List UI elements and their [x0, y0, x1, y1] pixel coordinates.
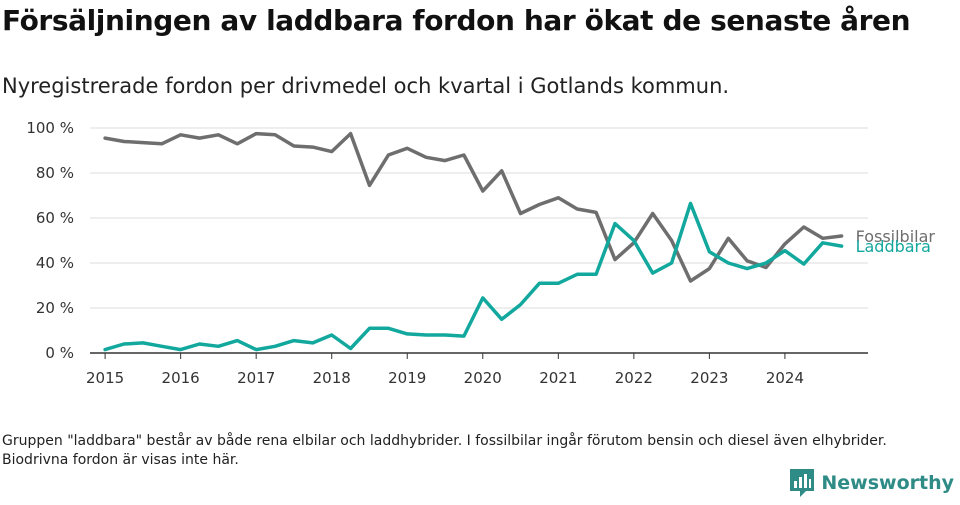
series-lines	[103, 131, 844, 352]
y-tick-label: 20 %	[36, 299, 74, 317]
gridlines	[90, 127, 868, 309]
series-label-laddbara: Laddbara	[856, 237, 931, 256]
x-tick-label: 2018	[313, 369, 351, 387]
series-line-laddbara	[103, 201, 844, 352]
x-tick-label: 2015	[86, 369, 124, 387]
x-tick-label: 2023	[690, 369, 728, 387]
line-chart: 0 %20 %40 %60 %80 %100 % 2015 2016 2017 201…	[26, 119, 936, 387]
y-tick-label: 40 %	[36, 254, 74, 272]
x-tick-label: 2022	[615, 369, 653, 387]
y-tick-label: 0 %	[45, 344, 74, 362]
series-line-fossilbilar	[103, 131, 844, 283]
x-axis: 2015 2016 2017 2018 2019 2020 2021 2022 2023 2024	[86, 352, 868, 387]
chart-title: Försäljningen av laddbara fordon har öka…	[2, 4, 911, 37]
y-tick-label: 100 %	[26, 119, 74, 137]
y-axis: 0 % 20 % 40 % 60 % 80 % 100 %	[26, 119, 74, 362]
y-tick-label: 80 %	[36, 164, 74, 182]
x-tick-label: 2021	[539, 369, 577, 387]
series-label-fossilbilar: Fossilbilar	[856, 227, 936, 246]
footnote: Gruppen "laddbara" består av både rena e…	[2, 433, 887, 468]
bar-chart-icon	[790, 469, 815, 497]
x-tick-label: 2016	[162, 369, 200, 387]
x-tick-label: 2024	[766, 369, 804, 387]
x-tick-label: 2017	[237, 369, 275, 387]
x-tick-label: 2019	[388, 369, 426, 387]
brand-name: Newsworthy	[821, 472, 954, 494]
brand-logo[interactable]: Newsworthy	[790, 469, 954, 497]
x-tick-label: 2020	[464, 369, 502, 387]
y-tick-label: 60 %	[36, 209, 74, 227]
chart-subtitle: Nyregistrerade fordon per drivmedel och …	[2, 74, 730, 98]
